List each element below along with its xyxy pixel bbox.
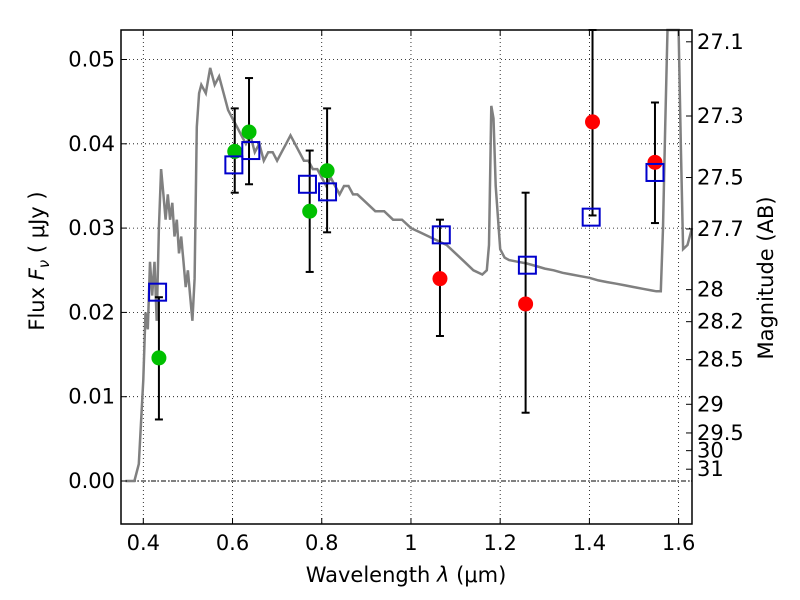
y-axis-label: Flux Fν ( μJy )	[25, 191, 53, 330]
red-data-point	[647, 154, 663, 170]
x-tick-label: 1.4	[573, 531, 606, 555]
x-tick-label: 0.6	[216, 531, 249, 555]
x-axis-label-symbol: λ	[436, 563, 449, 587]
data-points	[151, 114, 663, 366]
model-box-marker	[224, 155, 244, 175]
x-axis-label-unit-close: )	[498, 563, 506, 587]
y2-tick-label: 29.5	[697, 421, 744, 445]
green-data-point	[227, 143, 243, 159]
model-box-marker	[148, 282, 168, 302]
y2-tick-label: 27.3	[697, 104, 744, 128]
model-box-marker	[431, 225, 451, 245]
red-data-point	[585, 114, 601, 130]
y-axis-label-prefix: Flux	[25, 280, 49, 330]
x-tick-label: 1	[404, 531, 417, 555]
y-axis-label-unit: ( μJy )	[25, 191, 49, 259]
grid	[121, 30, 692, 524]
red-data-point	[518, 296, 534, 312]
model-boxes	[148, 141, 665, 302]
y2-tick-label: 31	[697, 457, 724, 481]
x-axis-label: Wavelength λ (μm)	[306, 563, 507, 587]
y2-axis-label: Magnitude (AB)	[754, 196, 778, 359]
model-sed-line	[125, 28, 694, 483]
green-data-point	[151, 350, 167, 366]
y-axis-label-symbol: F	[25, 267, 49, 280]
y-tick-label: 0.02	[68, 300, 115, 324]
y2-tick-label: 27.1	[697, 30, 744, 54]
y2-tick-label: 30	[697, 439, 724, 463]
green-data-point	[319, 163, 335, 179]
x-tick-label: 0.4	[127, 531, 160, 555]
y-tick-label: 0.05	[68, 48, 115, 72]
x-tick-label: 0.8	[305, 531, 338, 555]
y2-tick-label: 28	[697, 278, 724, 302]
x-tick-label: 1.2	[483, 531, 516, 555]
model-box-marker	[297, 174, 317, 194]
y2-tick-label: 29	[697, 392, 724, 416]
model-box-marker	[517, 255, 537, 275]
model-box-marker	[645, 162, 665, 182]
x-axis-label-unit-open: (	[449, 563, 464, 587]
x-axis-label-prefix: Wavelength	[306, 563, 437, 587]
green-data-point	[241, 124, 257, 140]
green-data-point	[302, 203, 318, 219]
red-data-point	[432, 271, 448, 287]
y-tick-label: 0.00	[68, 469, 115, 493]
y-axis-label-subscript: ν	[35, 260, 53, 268]
model-box-marker	[241, 141, 261, 161]
y-tick-label: 0.03	[68, 216, 115, 240]
y2-tick-label: 27.7	[697, 217, 744, 241]
model-box-marker	[581, 207, 601, 227]
y-tick-label: 0.01	[68, 385, 115, 409]
y2-tick-label: 28.2	[697, 310, 744, 334]
x-axis-label-unit: μm	[464, 563, 498, 587]
plot-frame	[120, 29, 693, 525]
ticks: 0.4 0.6 0.8 1 1.2 1.4 1.6 0.00 0.01 0.02 0.03 0.04 0…	[68, 30, 744, 555]
model-box-marker	[318, 182, 338, 202]
y2-tick-label: 27.5	[697, 166, 744, 190]
y2-tick-label: 28.5	[697, 348, 744, 372]
x-tick-label: 1.6	[662, 531, 695, 555]
y-tick-label: 0.04	[68, 132, 115, 156]
